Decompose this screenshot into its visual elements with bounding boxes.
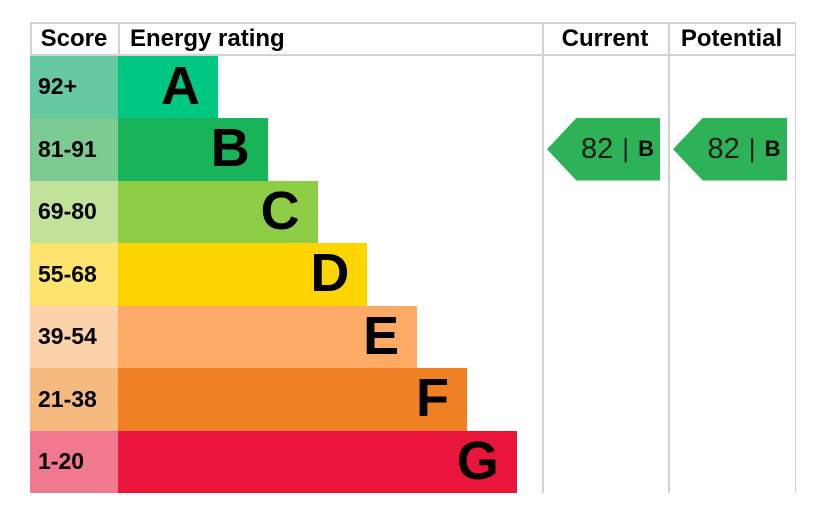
- rating-letter: B: [210, 118, 250, 179]
- rating-bar-g: G: [118, 430, 517, 493]
- header-bottom-border: [30, 54, 796, 56]
- rating-table: Score Energy rating Current Potential 92…: [30, 22, 796, 493]
- score-range: 92+: [30, 55, 118, 118]
- potential-score-value: 82: [707, 132, 740, 165]
- current-separator: |: [622, 132, 630, 163]
- potential-grade-letter: B: [764, 136, 781, 162]
- current-column-header: Current: [561, 25, 649, 52]
- score-range: 1-20: [30, 430, 118, 493]
- rating-row-a: 92+ A: [30, 55, 796, 118]
- rating-row-f: 21-38 F: [30, 368, 796, 431]
- score-range: 39-54: [30, 305, 118, 368]
- potential-separator: |: [748, 132, 756, 163]
- energy-rating-column-header: Energy rating: [130, 25, 285, 52]
- score-column-divider: [118, 22, 120, 56]
- current-score-value: 82: [581, 132, 614, 165]
- score-range: 81-91: [30, 118, 118, 181]
- current-column-divider: [542, 22, 544, 493]
- rating-row-g: 1-20 G: [30, 430, 796, 493]
- rating-letter: A: [161, 55, 200, 116]
- rating-row-c: 69-80 C: [30, 180, 796, 243]
- potential-column-header: Potential: [680, 25, 783, 52]
- rating-letter: F: [416, 368, 449, 429]
- current-grade-letter: B: [638, 136, 654, 162]
- rating-letter: G: [456, 430, 499, 491]
- rating-bar-e: E: [118, 305, 418, 368]
- rating-row-d: 55-68 D: [30, 243, 796, 306]
- rating-row-e: 39-54 E: [30, 305, 796, 368]
- score-range: 69-80: [30, 180, 118, 243]
- table-right-border: [794, 22, 796, 493]
- table-top-border: [30, 22, 796, 24]
- rating-bar-b: B: [118, 118, 268, 181]
- rating-letter: C: [260, 180, 300, 241]
- score-column-header: Score: [40, 25, 108, 52]
- potential-column-divider: [668, 22, 670, 493]
- header-left-border: [30, 22, 32, 56]
- score-range: 55-68: [30, 243, 118, 306]
- rating-letter: E: [363, 305, 400, 366]
- rating-bar-a: A: [118, 55, 218, 118]
- rating-bar-c: C: [118, 180, 318, 243]
- score-range: 21-38: [30, 368, 118, 431]
- rating-rows: 92+ A 81-91 B 69-80 C 55-68 D 39-54 E 21-38 F 1-20 G: [30, 55, 796, 493]
- rating-letter: D: [310, 243, 350, 304]
- rating-row-b: 81-91 B: [30, 118, 796, 181]
- rating-bar-d: D: [118, 243, 368, 306]
- rating-bar-f: F: [118, 368, 467, 431]
